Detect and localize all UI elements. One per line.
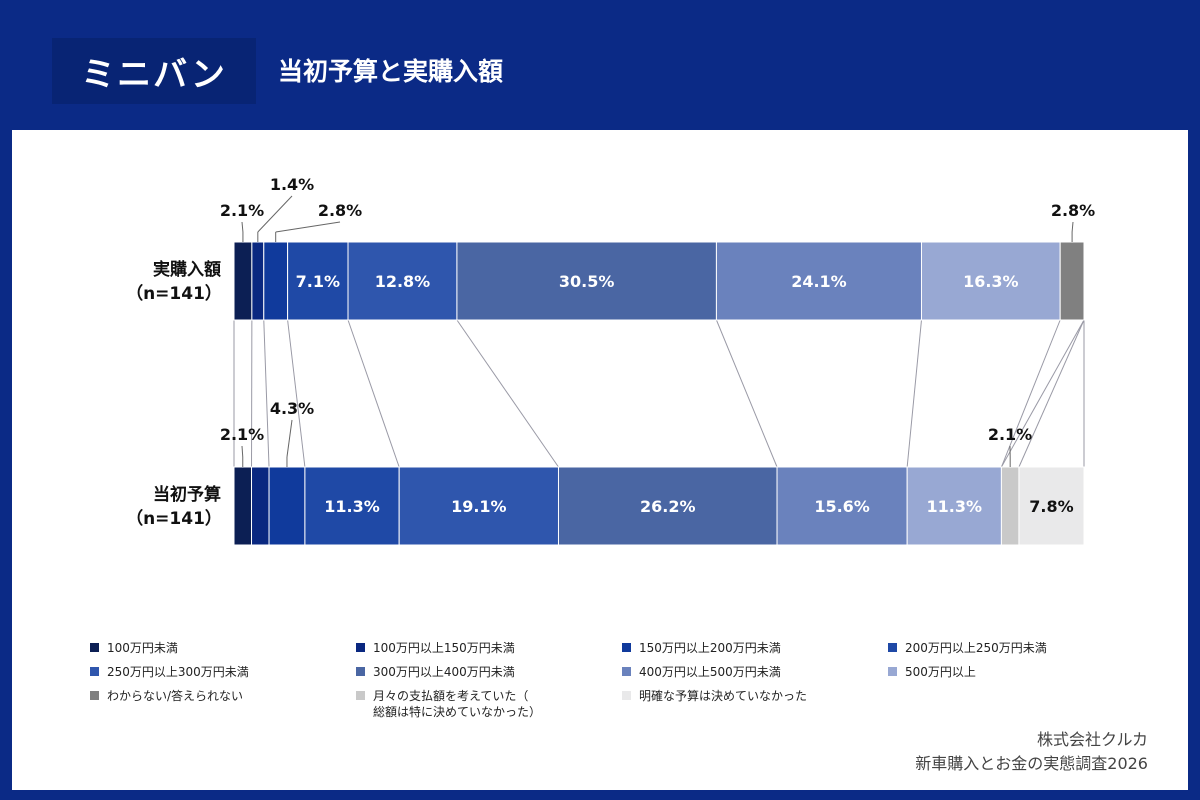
legend-swatch xyxy=(622,667,631,676)
footer: 株式会社クルカ 新車購入とお金の実態調査2026 xyxy=(915,728,1148,776)
segment-value-label: 30.5% xyxy=(559,272,615,291)
legend-item: 100万円未満 xyxy=(90,640,178,656)
legend-label: 100万円以上150万円未満 xyxy=(373,641,515,655)
legend-item: 400万円以上500万円未満 xyxy=(622,664,781,680)
bar-segment xyxy=(251,466,270,546)
callout-line xyxy=(275,221,341,233)
company-name: 株式会社クルカ xyxy=(1036,730,1148,749)
row-label: 当初予算 xyxy=(153,484,221,505)
callout-line xyxy=(1071,221,1074,233)
bar-segment xyxy=(398,466,559,546)
connector-line xyxy=(263,319,270,468)
callout-value-label: 2.1% xyxy=(220,201,264,220)
legend-label: 100万円未満 xyxy=(107,641,178,655)
legend-swatch xyxy=(622,691,631,700)
legend-label: 150万円以上200万円未満 xyxy=(639,641,781,655)
callout-line xyxy=(286,419,293,458)
segment-value-label: 7.1% xyxy=(296,272,340,291)
legend-label: 200万円以上250万円未満 xyxy=(905,641,1047,655)
legend-item: 200万円以上250万円未満 xyxy=(888,640,1047,656)
legend-item: 300万円以上400万円未満 xyxy=(356,664,515,680)
legend-item: わからない/答えられない xyxy=(90,688,243,704)
bar-segment xyxy=(906,466,1002,546)
chart-panel xyxy=(12,130,1188,790)
connector-line xyxy=(1018,319,1085,468)
segment-value-label: 26.2% xyxy=(640,497,696,516)
connector-line xyxy=(906,319,922,468)
page-title: 当初予算と実購入額 xyxy=(278,57,504,86)
callout-value-label: 2.1% xyxy=(988,425,1032,444)
callout-value-label: 2.8% xyxy=(318,201,362,220)
legend-swatch xyxy=(622,643,631,652)
legend-swatch xyxy=(356,667,365,676)
callout-value-label: 2.1% xyxy=(220,425,264,444)
bar-segment xyxy=(347,241,458,321)
row-n-label: （n=141） xyxy=(126,508,222,529)
bar-segment xyxy=(557,466,778,546)
bar-segment xyxy=(233,466,253,546)
legend-label: 500万円以上 xyxy=(905,665,976,679)
legend-label: 250万円以上300万円未満 xyxy=(107,665,249,679)
category-badge: ミニバン xyxy=(52,38,256,104)
bar-segment xyxy=(1059,241,1085,321)
row-n-label: （n=141） xyxy=(126,283,222,304)
segment-value-label: 16.3% xyxy=(963,272,1019,291)
segment-value-label: 19.1% xyxy=(451,497,507,516)
legend-label: わからない/答えられない xyxy=(107,689,244,703)
bar-segment xyxy=(1018,466,1085,546)
legend-item: 月々の支払額を考えていた（ 総額は特に決めていなかった） xyxy=(356,688,541,720)
bar-segment xyxy=(456,241,717,321)
legend-swatch xyxy=(356,643,365,652)
survey-name: 新車購入とお金の実態調査2026 xyxy=(915,754,1148,773)
legend-swatch xyxy=(888,667,897,676)
legend-swatch xyxy=(356,691,365,700)
callout-value-label: 1.4% xyxy=(270,175,314,194)
legend-item: 150万円以上200万円未満 xyxy=(622,640,781,656)
connector-line xyxy=(456,319,559,468)
segment-value-label: 15.6% xyxy=(814,497,870,516)
connector-line xyxy=(1000,319,1085,468)
header-bar: ミニバン 当初予算と実購入額 xyxy=(0,0,1200,130)
connector-line xyxy=(287,319,306,468)
connector-line xyxy=(715,319,778,468)
segment-value-label: 7.8% xyxy=(1029,497,1073,516)
bar-segment xyxy=(776,466,908,546)
legend-swatch xyxy=(90,643,99,652)
bar-segment xyxy=(1000,466,1020,546)
legend-label: 明確な予算は決めていなかった xyxy=(639,689,808,703)
segment-value-label: 12.8% xyxy=(375,272,431,291)
legend-label: 月々の支払額を考えていた（ 総額は特に決めていなかった） xyxy=(373,689,542,719)
connector-line xyxy=(1000,319,1061,468)
bar-segment xyxy=(715,241,922,321)
legend-swatch xyxy=(888,643,897,652)
callout-line xyxy=(241,445,244,458)
legend-label: 300万円以上400万円未満 xyxy=(373,665,515,679)
row-label: 実購入額 xyxy=(153,259,221,280)
callout-line xyxy=(257,195,293,233)
segment-value-label: 11.3% xyxy=(927,497,983,516)
segment-value-label: 11.3% xyxy=(324,497,380,516)
callout-value-label: 4.3% xyxy=(270,399,314,418)
segment-value-label: 24.1% xyxy=(791,272,847,291)
callout-value-label: 2.8% xyxy=(1051,201,1095,220)
bar-segment xyxy=(287,241,349,321)
bar-segment xyxy=(233,241,253,321)
connector-line xyxy=(347,319,400,468)
legend-swatch xyxy=(90,667,99,676)
legend-item: 250万円以上300万円未満 xyxy=(90,664,249,680)
legend-item: 500万円以上 xyxy=(888,664,976,680)
legend-swatch xyxy=(90,691,99,700)
callout-line xyxy=(241,221,244,233)
legend-item: 100万円以上150万円未満 xyxy=(356,640,515,656)
bar-segment xyxy=(304,466,400,546)
bar-segment xyxy=(920,241,1061,321)
bar-segment xyxy=(263,241,289,321)
bar-segment xyxy=(251,241,265,321)
legend-item: 明確な予算は決めていなかった xyxy=(622,688,807,704)
legend-label: 400万円以上500万円未満 xyxy=(639,665,781,679)
bar-segment xyxy=(268,466,306,546)
